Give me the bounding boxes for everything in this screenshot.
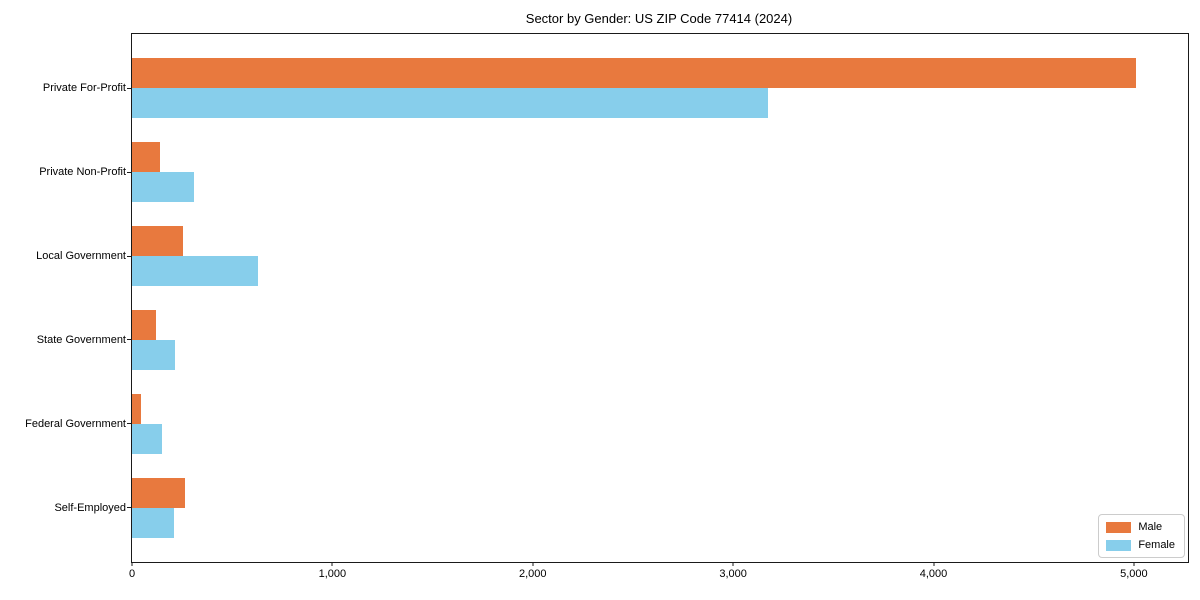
category-row-0 <box>132 58 1188 119</box>
x-tick-label-5000: 5,000 <box>1120 568 1148 580</box>
y-tick-mark <box>127 171 131 173</box>
bar-female-state-government <box>132 339 176 370</box>
chart-title: Sector by Gender: US ZIP Code 77414 (202… <box>525 11 793 26</box>
x-tick-mark <box>331 562 333 566</box>
x-tick-mark <box>1133 562 1135 566</box>
category-row-4 <box>132 393 1188 454</box>
x-tick-label-2000: 2,000 <box>518 568 547 580</box>
x-tick-label-3000: 3,000 <box>719 568 747 580</box>
bar-female-private-non-profit <box>132 172 195 203</box>
bar-male-local-government <box>132 226 184 257</box>
legend-entry-female: Female <box>1106 539 1175 551</box>
category-row-1 <box>132 142 1188 203</box>
legend-label-female: Female <box>1138 539 1175 551</box>
y-axis-label-local-government: Local Government <box>36 250 126 263</box>
category-row-2 <box>132 226 1188 287</box>
legend-label-male: Male <box>1138 521 1163 533</box>
legend-swatch-female <box>1106 539 1132 551</box>
y-tick-mark <box>127 423 131 425</box>
bar-male-federal-government <box>132 393 142 424</box>
bar-male-self-employed <box>132 477 186 508</box>
bar-male-state-government <box>132 309 157 340</box>
x-tick-label-4000: 4,000 <box>919 568 948 580</box>
bar-female-local-government <box>132 256 259 287</box>
y-axis-label-self-employed: Self-Employed <box>54 501 126 514</box>
y-axis-label-private-for-profit: Private For-Profit <box>42 82 126 95</box>
bar-male-private-for-profit <box>132 58 1136 89</box>
x-tick-mark <box>131 562 133 566</box>
bar-female-self-employed <box>132 507 175 538</box>
bar-female-private-for-profit <box>132 88 769 119</box>
bar-female-federal-government <box>132 423 163 454</box>
y-tick-mark <box>127 87 131 89</box>
plot-area: Private For-Profit Private Non-Profit Loca… <box>25 33 1189 580</box>
y-tick-mark <box>127 255 131 257</box>
x-tick-mark <box>933 562 935 566</box>
x-tick-mark <box>532 562 534 566</box>
y-tick-mark <box>127 507 131 509</box>
bar-male-private-non-profit <box>132 142 161 173</box>
legend-entry-male: Male <box>1106 521 1175 533</box>
y-axis-label-federal-government: Federal Government <box>25 417 126 430</box>
x-tick-label-0: 0 <box>128 568 136 580</box>
category-row-3 <box>132 309 1188 370</box>
y-axis-label-state-government: State Government <box>36 333 126 346</box>
y-tick-mark <box>127 339 131 341</box>
y-axis-label-private-non-profit: Private Non-Profit <box>39 166 126 179</box>
x-tick-mark <box>732 562 734 566</box>
legend: Male Female <box>1098 514 1185 558</box>
legend-swatch-male <box>1106 521 1132 533</box>
category-row-5 <box>132 477 1188 538</box>
x-tick-label-1000: 1,000 <box>318 568 347 580</box>
